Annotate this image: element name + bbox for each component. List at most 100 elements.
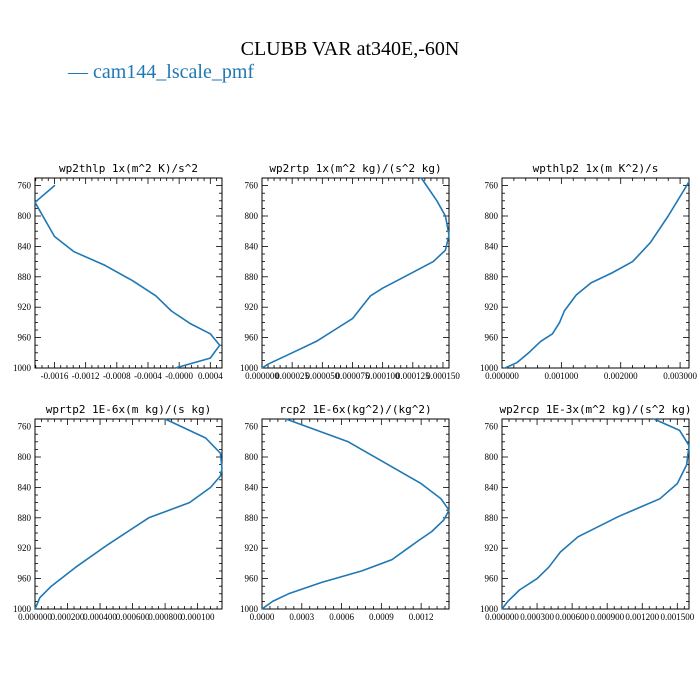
y-tick-label: 1000 [480,604,499,614]
y-tick-label: 920 [485,302,499,312]
y-tick-label: 800 [485,452,499,462]
y-tick-label: 880 [245,513,259,523]
y-tick-label: 800 [485,211,499,221]
x-tick-label: -0.0012 [72,371,100,381]
x-tick-label: 0.000025 [275,371,309,381]
series-line-1 [501,418,690,610]
subplot-title: wp2thlp 1x(m^2 K)/s^2 [59,162,198,175]
y-tick-label: 920 [18,543,32,553]
y-tick-label: 960 [18,333,32,343]
x-tick-label: 0.000000 [18,612,52,622]
y-tick-label: 1000 [480,363,499,373]
y-tick-label: 800 [245,211,259,221]
x-tick-label: 0.000000 [485,612,519,622]
subplot-6: wp2rcp 1E-3x(m^2 kg)/(s^2 kg)760 800 840 88… [480,403,695,622]
y-tick-label: 880 [485,513,499,523]
x-tick-label: 0.000600 [555,612,589,622]
x-tick-label: 0.0009 [369,612,394,622]
y-tick-label: 760 [245,422,259,432]
x-tick-label: 0.000000 [485,371,519,381]
y-tick-label: 960 [245,574,259,584]
y-tick-label: 1000 [240,604,259,614]
plot-frame [501,418,690,610]
y-tick-label: 840 [18,482,32,492]
subplot-title: wprtp2 1E-6x(m kg)/(s kg) [46,403,212,416]
subplot-title: wp2rtp 1x(m^2 kg)/(s^2 kg) [269,162,441,175]
y-tick-label: 1000 [240,363,259,373]
x-tick-label: 0.000100 [181,612,215,622]
y-tick-label: 760 [485,181,499,191]
y-tick-label: 760 [18,422,32,432]
y-tick-label: 920 [485,543,499,553]
y-tick-label: 920 [245,543,259,553]
x-tick-label: 0.000075 [336,371,370,381]
x-tick-label: 0.0006 [329,612,354,622]
series-line-1 [34,184,221,369]
x-tick-label: 0.0004 [198,371,223,381]
y-tick-label: 920 [18,302,32,312]
y-tick-label: 1000 [13,363,32,373]
y-tick-label: 800 [18,452,32,462]
y-tick-label: 880 [18,513,32,523]
x-tick-label: 0.000150 [426,371,460,381]
x-tick-label: 0.000900 [590,612,624,622]
y-tick-label: 960 [18,574,32,584]
x-tick-label: -0.0016 [41,371,69,381]
x-tick-label: 0.001200 [625,612,659,622]
plot-frame [34,418,223,610]
series-line-1 [34,418,223,610]
y-tick-label: 960 [485,574,499,584]
y-tick-label: 840 [485,482,499,492]
x-tick-label: 0.000125 [396,371,430,381]
y-tick-label: 840 [245,482,259,492]
x-tick-label: 0.000000 [245,371,279,381]
plot-frame [261,177,450,369]
series-line-1 [261,177,450,369]
x-tick-label: 0.000400 [83,612,117,622]
x-tick-label: 0.0000 [250,612,275,622]
subplot-5: rcp2 1E-6x(kg^2)/(kg^2) 760 800 840 880 920 96… [240,403,450,622]
x-tick-label: 0.000100 [366,371,400,381]
series-line-1 [261,418,450,610]
x-tick-label: -0.0000 [165,371,193,381]
x-tick-label: 0.002000 [604,371,638,381]
y-tick-label: 880 [485,272,499,282]
subplot-2: wp2rtp 1x(m^2 kg)/(s^2 kg) 760 800 840 880 92… [240,162,460,381]
subplot-3: wpthlp2 1x(m K^2)/s 760 800 840 880 920 960 100… [480,162,697,381]
x-tick-label: 0.003000 [663,371,697,381]
x-tick-label: 0.0003 [289,612,314,622]
plot-frame [34,177,223,369]
y-tick-label: 760 [485,422,499,432]
x-tick-label: 0.0012 [409,612,434,622]
y-tick-label: 960 [245,333,259,343]
x-tick-label: 0.001500 [660,612,694,622]
subplot-title: rcp2 1E-6x(kg^2)/(kg^2) [279,403,431,416]
y-tick-label: 880 [18,272,32,282]
y-tick-label: 760 [245,181,259,191]
subplot-1: wp2thlp 1x(m^2 K)/s^2 760 800 840 880 920 960 1… [13,162,223,381]
subplot-grid: wp2thlp 1x(m^2 K)/s^2 760 800 840 880 920 960 1… [13,162,697,622]
x-tick-label: 0.000200 [51,612,85,622]
y-tick-label: 840 [245,241,259,251]
x-tick-label: 0.000600 [116,612,150,622]
y-tick-label: 960 [485,333,499,343]
plot-frame [261,418,450,610]
x-tick-label: 0.000800 [148,612,182,622]
y-tick-label: 840 [485,241,499,251]
y-tick-label: 800 [18,211,32,221]
y-tick-label: 880 [245,272,259,282]
plot-frame [501,177,690,369]
y-tick-label: 1000 [13,604,32,614]
legend-entry: — cam144_lscale_pmf [67,61,254,83]
y-tick-label: 920 [245,302,259,312]
y-tick-label: 840 [18,241,32,251]
x-tick-label: -0.0004 [134,371,162,381]
subplot-4: wprtp2 1E-6x(m kg)/(s kg) 760 800 840 880 920… [13,403,223,622]
subplot-title: wp2rcp 1E-3x(m^2 kg)/(s^2 kg) [499,403,691,416]
y-tick-label: 800 [245,452,259,462]
x-tick-label: -0.0008 [103,371,131,381]
x-tick-label: 0.000300 [520,612,554,622]
series-line-1 [504,181,690,369]
subplot-title: wpthlp2 1x(m K^2)/s [533,162,659,175]
